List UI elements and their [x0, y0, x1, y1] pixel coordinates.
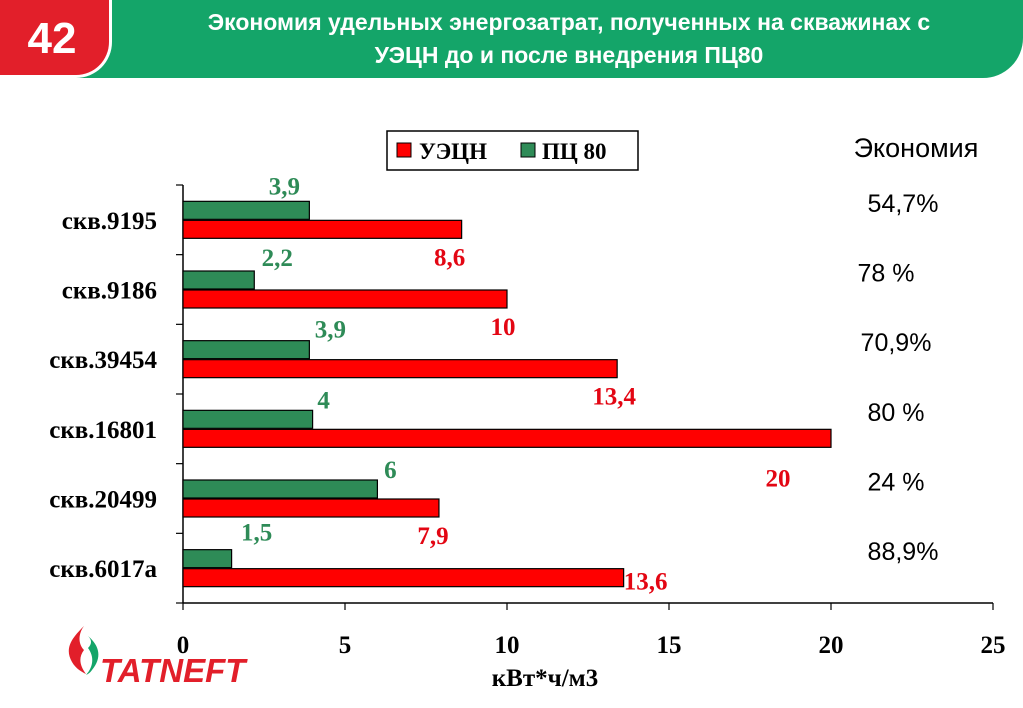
- bar-pc80: [182, 270, 255, 290]
- chart-labels: скв.9195 3,9 8,6 54,7% скв.9186 2,2 10 78 % скв.…: [49, 133, 978, 596]
- tatneft-logo: TATNEFT: [68, 626, 248, 689]
- data-label-uecn: 20: [766, 465, 791, 492]
- data-label-pc80: 3,9: [269, 173, 300, 200]
- svg-text:TATNEFT: TATNEFT: [100, 652, 248, 689]
- bar-uecn: [182, 219, 463, 239]
- economy-value: 88,9%: [868, 538, 939, 566]
- data-label-pc80: 2,2: [262, 245, 293, 272]
- chart-legend: УЭЦН ПЦ 80: [386, 130, 639, 171]
- bar-pc80: [182, 549, 233, 569]
- category-label: скв.39454: [49, 347, 157, 374]
- chart-axes: 0 5 10 15 20 25 кВт*ч/м3: [176, 184, 1006, 692]
- x-tick-label: 20: [819, 632, 844, 659]
- bar-pc80: [182, 340, 310, 360]
- data-label-pc80: 4: [317, 387, 330, 414]
- economy-value: 54,7%: [868, 190, 939, 218]
- data-label-uecn: 13,6: [624, 569, 668, 596]
- data-label-uecn: 8,6: [434, 244, 465, 271]
- legend-label-uecn: УЭЦН: [419, 139, 487, 164]
- x-tick-label: 10: [495, 632, 520, 659]
- bar-uecn: [182, 289, 508, 309]
- legend-box: [386, 130, 639, 171]
- slide-title-line-1: Экономия удельных энергозатрат, полученн…: [207, 9, 931, 35]
- slide-title-line-2: УЭЦН до и после внедрения ПЦ80: [374, 42, 764, 68]
- data-label-pc80: 1,5: [241, 520, 272, 547]
- category-label: скв.16801: [49, 417, 157, 444]
- data-label-uecn: 10: [491, 314, 516, 341]
- chart-bars: [182, 200, 832, 588]
- economy-value: 80 %: [868, 399, 925, 427]
- bar-uecn: [182, 428, 832, 448]
- legend-swatch-uecn: [396, 142, 412, 158]
- bar-pc80: [182, 479, 378, 499]
- bar-uecn: [182, 498, 440, 518]
- bar-pc80: [182, 200, 310, 220]
- x-axis-title: кВт*ч/м3: [492, 665, 598, 692]
- category-label: скв.20499: [49, 487, 157, 514]
- economy-header: Экономия: [854, 133, 979, 163]
- economy-value: 70,9%: [861, 329, 932, 357]
- bar-pc80: [182, 409, 314, 429]
- x-tick-label: 0: [177, 632, 190, 659]
- data-label-uecn: 7,9: [417, 523, 448, 550]
- data-label-uecn: 13,4: [592, 384, 636, 411]
- slide-title: Экономия удельных энергозатрат, полученн…: [124, 6, 1014, 72]
- bar-uecn: [182, 359, 618, 379]
- category-label: скв.9186: [62, 278, 157, 305]
- x-tick-label: 25: [981, 632, 1006, 659]
- slide-header: 42 Экономия удельных энергозатрат, получ…: [0, 0, 1023, 78]
- legend-swatch-pc80: [520, 142, 536, 158]
- category-label: скв.6017а: [49, 556, 157, 583]
- bar-uecn: [182, 568, 625, 588]
- legend-label-pc80: ПЦ 80: [542, 139, 607, 164]
- slide-number-badge: 42: [0, 0, 112, 78]
- slide-number: 42: [27, 14, 77, 63]
- x-tick-label: 5: [339, 632, 352, 659]
- header-banner: [0, 0, 1023, 78]
- x-tick-label: 15: [657, 632, 682, 659]
- economy-value: 78 %: [858, 260, 915, 288]
- economy-value: 24 %: [868, 469, 925, 497]
- data-label-pc80: 6: [384, 457, 397, 484]
- data-label-pc80: 3,9: [315, 317, 346, 344]
- category-label: скв.9195: [62, 208, 157, 235]
